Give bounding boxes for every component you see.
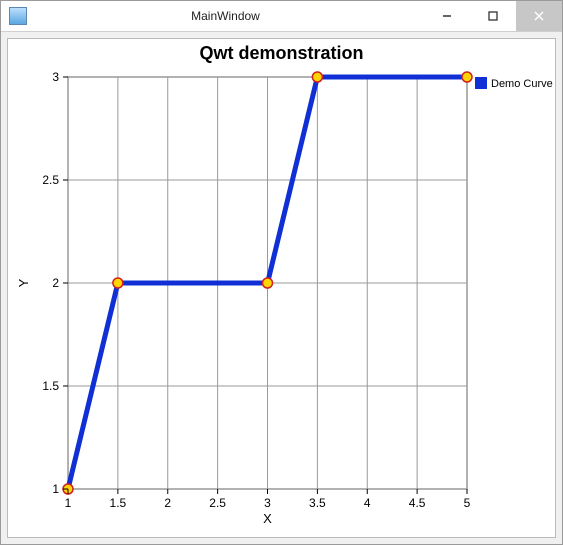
maximize-icon — [488, 11, 498, 21]
window-buttons — [424, 1, 562, 31]
window-title: MainWindow — [27, 9, 424, 23]
titlebar[interactable]: MainWindow — [1, 1, 562, 32]
legend-swatch — [475, 77, 487, 89]
x-tick-label: 2.5 — [209, 496, 226, 510]
x-axis-label: X — [263, 511, 272, 526]
minimize-button[interactable] — [424, 1, 470, 31]
demo-curve-marker — [113, 278, 123, 288]
app-icon — [9, 7, 27, 25]
plot-frame: Qwt demonstration 11.522.533.544.5511.52… — [7, 38, 556, 538]
demo-curve-marker — [462, 72, 472, 82]
x-tick-label: 3.5 — [309, 496, 326, 510]
y-tick-label: 1.5 — [42, 379, 59, 393]
x-tick-label: 1.5 — [110, 496, 127, 510]
x-tick-label: 1 — [65, 496, 72, 510]
y-tick-label: 2.5 — [42, 173, 59, 187]
x-tick-label: 3 — [264, 496, 271, 510]
x-tick-label: 4 — [364, 496, 371, 510]
close-button[interactable] — [516, 1, 562, 31]
app-window: MainWindow Qwt demonstration 11.522.533.… — [0, 0, 563, 545]
demo-curve-marker — [263, 278, 273, 288]
client-area: Qwt demonstration 11.522.533.544.5511.52… — [1, 32, 562, 544]
y-tick-label: 2 — [52, 276, 59, 290]
x-tick-label: 2 — [164, 496, 171, 510]
y-tick-label: 1 — [52, 482, 59, 496]
legend-label: Demo Curve — [491, 78, 553, 90]
x-tick-label: 5 — [464, 496, 471, 510]
y-tick-label: 3 — [52, 70, 59, 84]
minimize-icon — [442, 11, 452, 21]
x-tick-label: 4.5 — [409, 496, 426, 510]
chart-canvas: 11.522.533.544.5511.522.53XYDemo Curve — [8, 39, 555, 537]
close-icon — [534, 11, 544, 21]
maximize-button[interactable] — [470, 1, 516, 31]
demo-curve-marker — [312, 72, 322, 82]
y-axis-label: Y — [16, 278, 31, 287]
